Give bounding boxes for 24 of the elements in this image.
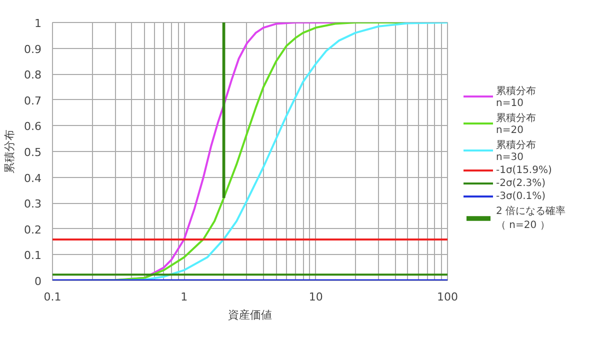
y-tick-label: 1 xyxy=(34,17,42,30)
y-tick-label: 0.2 xyxy=(24,223,42,236)
legend-label: 累積分布 n=30 xyxy=(496,138,536,162)
y-tick-label: 0.3 xyxy=(24,198,42,211)
x-tick-label: 1 xyxy=(180,290,188,304)
y-axis-title: 累積分布 xyxy=(3,130,16,174)
x-tick-label: 0.1 xyxy=(44,290,62,304)
y-tick-label: 0.8 xyxy=(24,68,42,82)
y-tick-label: 0.7 xyxy=(24,94,42,108)
x-tick-label: 100 xyxy=(437,290,458,304)
legend-label: -1σ(15.9%) xyxy=(496,164,552,176)
legend-label: 累積分布 n=10 xyxy=(496,84,536,108)
x-axis-title: 資産価値 xyxy=(228,308,272,322)
y-tick-label: 0.9 xyxy=(24,42,42,56)
y-tick-label: 0.4 xyxy=(24,172,42,185)
legend-label: 累積分布 n=20 xyxy=(496,112,536,136)
x-tick-label: 10 xyxy=(308,290,323,304)
legend-label: -2σ(2.3%) xyxy=(496,178,546,188)
legend-label: 2 倍になる確率（ n=20 ） xyxy=(496,204,566,232)
legend-label: -3σ(0.1%) xyxy=(496,190,546,202)
y-tick-label: 0.1 xyxy=(24,249,42,262)
y-tick-label: 0 xyxy=(34,275,42,288)
y-tick-label: 0.6 xyxy=(24,120,42,134)
y-tick-label: 0.5 xyxy=(24,146,42,159)
